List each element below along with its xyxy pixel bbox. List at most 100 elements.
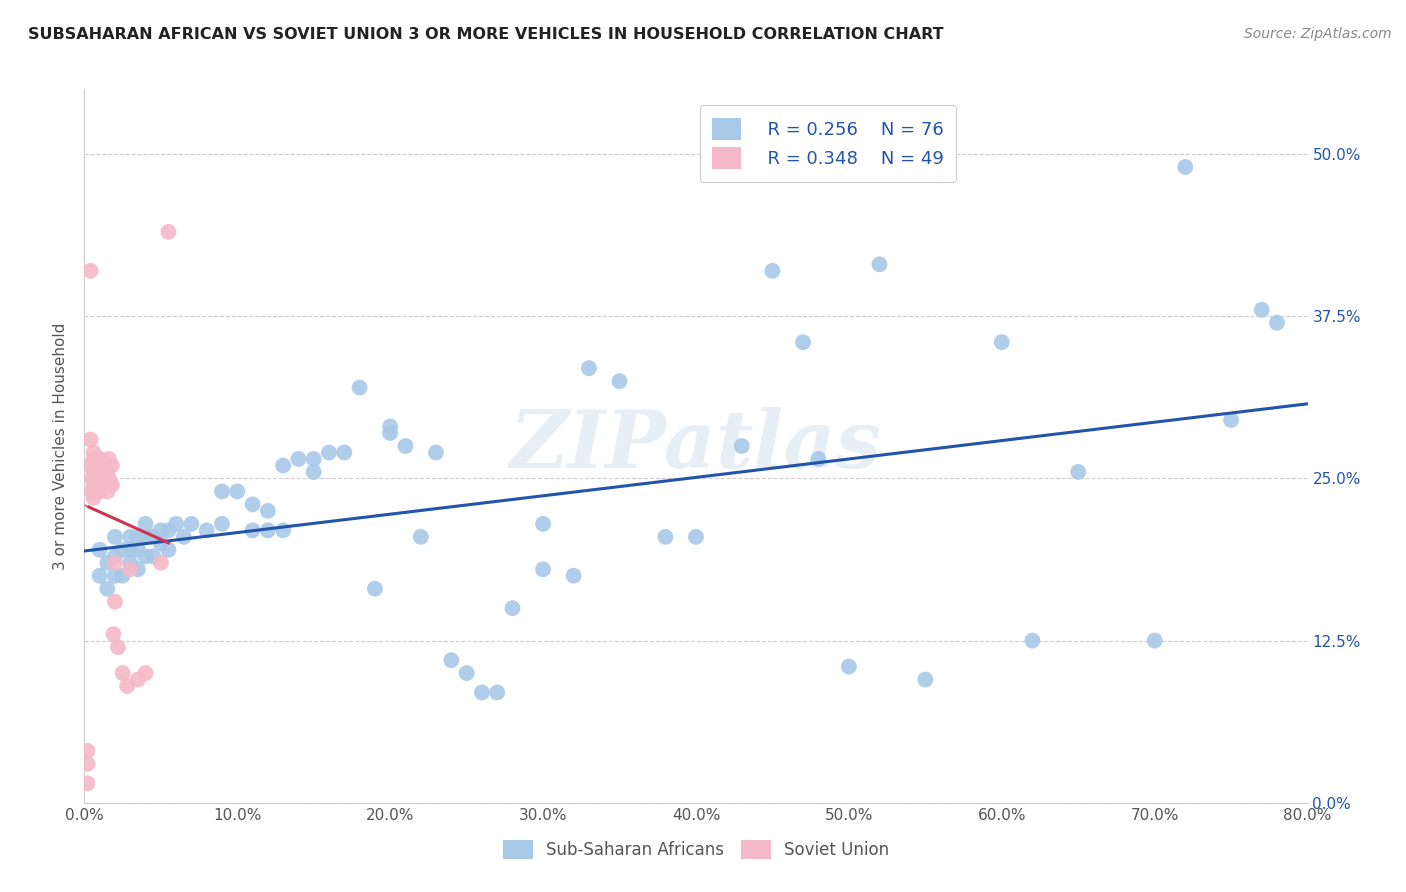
Point xyxy=(1265,316,1288,330)
Point xyxy=(96,484,118,499)
Point xyxy=(120,542,142,557)
Point xyxy=(486,685,509,699)
Point xyxy=(80,484,103,499)
Point xyxy=(83,478,105,492)
Point xyxy=(135,530,157,544)
Point xyxy=(98,478,121,492)
Point xyxy=(107,640,129,654)
Point xyxy=(242,497,264,511)
Point xyxy=(1021,633,1043,648)
Point xyxy=(93,458,115,473)
Point xyxy=(86,465,108,479)
Point xyxy=(76,744,98,758)
Point xyxy=(440,653,463,667)
Point xyxy=(1220,413,1243,427)
Point xyxy=(914,673,936,687)
Point xyxy=(211,516,233,531)
Point xyxy=(127,673,149,687)
Point xyxy=(157,225,180,239)
Point xyxy=(104,556,127,570)
Point xyxy=(271,458,294,473)
Point xyxy=(302,465,325,479)
Point xyxy=(94,471,117,485)
Point xyxy=(257,504,280,518)
Point xyxy=(425,445,447,459)
Point xyxy=(456,666,478,681)
Point xyxy=(135,549,157,564)
Point xyxy=(83,452,105,467)
Point xyxy=(562,568,585,582)
Text: SUBSAHARAN AFRICAN VS SOVIET UNION 3 OR MORE VEHICLES IN HOUSEHOLD CORRELATION C: SUBSAHARAN AFRICAN VS SOVIET UNION 3 OR … xyxy=(28,27,943,42)
Point xyxy=(333,445,356,459)
Point xyxy=(89,484,111,499)
Point xyxy=(80,471,103,485)
Point xyxy=(173,530,195,544)
Point xyxy=(807,452,830,467)
Point xyxy=(838,659,860,673)
Point xyxy=(89,568,111,582)
Point xyxy=(104,530,127,544)
Y-axis label: 3 or more Vehicles in Household: 3 or more Vehicles in Household xyxy=(53,322,69,570)
Point xyxy=(471,685,494,699)
Point xyxy=(104,568,127,582)
Point xyxy=(149,524,172,538)
Point xyxy=(104,549,127,564)
Point xyxy=(83,445,105,459)
Point xyxy=(120,556,142,570)
Point xyxy=(101,458,124,473)
Point xyxy=(302,452,325,467)
Point xyxy=(120,562,142,576)
Point xyxy=(111,542,134,557)
Point xyxy=(111,568,134,582)
Point xyxy=(149,536,172,550)
Point xyxy=(111,666,134,681)
Point xyxy=(531,562,554,576)
Point xyxy=(409,530,432,544)
Point xyxy=(165,516,187,531)
Point xyxy=(242,524,264,538)
Point xyxy=(86,478,108,492)
Point xyxy=(127,562,149,576)
Point xyxy=(89,542,111,557)
Point xyxy=(83,491,105,505)
Point xyxy=(1250,302,1272,317)
Point xyxy=(271,524,294,538)
Point xyxy=(685,530,707,544)
Point xyxy=(761,264,783,278)
Point xyxy=(1174,160,1197,174)
Point xyxy=(101,478,124,492)
Point xyxy=(135,666,157,681)
Point xyxy=(394,439,416,453)
Point xyxy=(792,335,814,350)
Point xyxy=(127,530,149,544)
Point xyxy=(578,361,600,376)
Point xyxy=(79,433,101,447)
Point xyxy=(157,524,180,538)
Point xyxy=(76,776,98,790)
Point xyxy=(531,516,554,531)
Point xyxy=(83,465,105,479)
Point xyxy=(149,556,172,570)
Point xyxy=(380,419,402,434)
Point xyxy=(380,425,402,440)
Point xyxy=(731,439,754,453)
Point xyxy=(349,381,371,395)
Legend: Sub-Saharan Africans, Soviet Union: Sub-Saharan Africans, Soviet Union xyxy=(496,833,896,866)
Point xyxy=(287,452,309,467)
Point xyxy=(79,458,101,473)
Point xyxy=(93,478,115,492)
Point xyxy=(869,257,891,271)
Point xyxy=(89,465,111,479)
Point xyxy=(257,524,280,538)
Point xyxy=(318,445,340,459)
Point xyxy=(96,582,118,596)
Point xyxy=(991,335,1014,350)
Point xyxy=(79,264,101,278)
Point xyxy=(89,471,111,485)
Point xyxy=(195,524,218,538)
Point xyxy=(211,484,233,499)
Point xyxy=(97,452,120,467)
Point xyxy=(226,484,249,499)
Point xyxy=(97,471,120,485)
Point xyxy=(89,452,111,467)
